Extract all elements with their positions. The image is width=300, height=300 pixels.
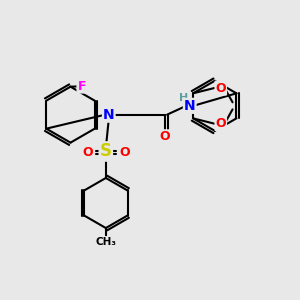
Text: O: O — [215, 82, 226, 94]
Text: N: N — [103, 108, 115, 122]
Text: F: F — [77, 80, 86, 93]
Text: O: O — [82, 146, 93, 159]
Text: O: O — [159, 130, 170, 143]
Text: S: S — [100, 142, 112, 160]
Text: H: H — [178, 93, 188, 103]
Text: O: O — [215, 117, 226, 130]
Text: O: O — [119, 146, 130, 159]
Text: CH₃: CH₃ — [95, 237, 116, 247]
Text: N: N — [184, 99, 196, 113]
